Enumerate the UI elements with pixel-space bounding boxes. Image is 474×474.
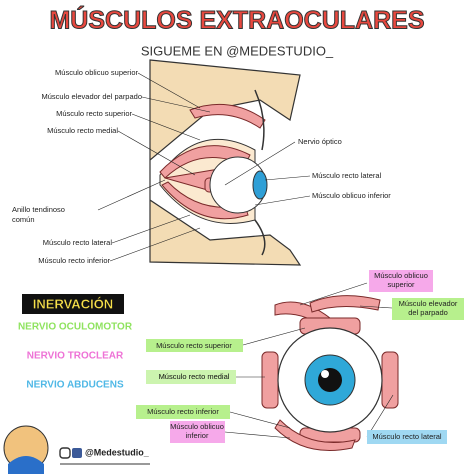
lateral-diagram xyxy=(97,59,311,266)
label: Músculo oblicuo xyxy=(170,422,224,431)
label: superior xyxy=(387,280,415,289)
label-box xyxy=(146,339,243,352)
label: común xyxy=(12,215,35,224)
label: Músculo oblicuo superior xyxy=(55,68,138,77)
label-box xyxy=(369,270,433,292)
front-diagram xyxy=(224,282,399,451)
label: inferior xyxy=(186,431,209,440)
label: Músculo recto superior xyxy=(156,341,232,350)
label: Músculo recto lateral xyxy=(372,432,442,441)
subtitle: SIGUEME EN @MEDESTUDIO_ xyxy=(141,43,334,58)
label: Músculo elevador xyxy=(399,299,458,308)
label: Músculo recto lateral xyxy=(43,238,113,247)
label-box xyxy=(392,298,464,320)
footer-handle: @Medestudio_ xyxy=(85,447,150,457)
label: Anillo tendinoso xyxy=(12,205,65,214)
label: Músculo oblicuo inferior xyxy=(312,191,391,200)
footer xyxy=(3,425,150,474)
label: Músculo oblicuo xyxy=(374,271,428,280)
label: Nervio óptico xyxy=(298,137,342,146)
label: Músculo recto lateral xyxy=(312,171,382,180)
label: Músculo recto inferior xyxy=(147,407,219,416)
label: Músculo recto superior xyxy=(56,109,132,118)
label-box xyxy=(146,370,236,384)
label: Músculo recto inferior xyxy=(38,256,110,265)
innervation-title-box xyxy=(22,294,124,314)
label: del parpado xyxy=(408,308,448,317)
innervation-item: NERVIO ABDUCENS xyxy=(26,380,124,391)
label-box xyxy=(170,421,225,443)
label: Músculo elevador del parpado xyxy=(42,92,142,101)
label-box xyxy=(367,430,447,444)
innervation-item: NERVIO TROCLEAR xyxy=(27,351,124,362)
title: MÚSCULOS EXTRAOCULARES xyxy=(49,5,424,35)
label: Músculo recto medial xyxy=(159,372,230,381)
label: Músculo recto medial xyxy=(47,126,118,135)
label-box xyxy=(136,405,230,419)
innervation-item: NERVIO OCULOMOTOR xyxy=(18,322,133,333)
innervation-title: INERVACIÓN xyxy=(33,296,113,311)
